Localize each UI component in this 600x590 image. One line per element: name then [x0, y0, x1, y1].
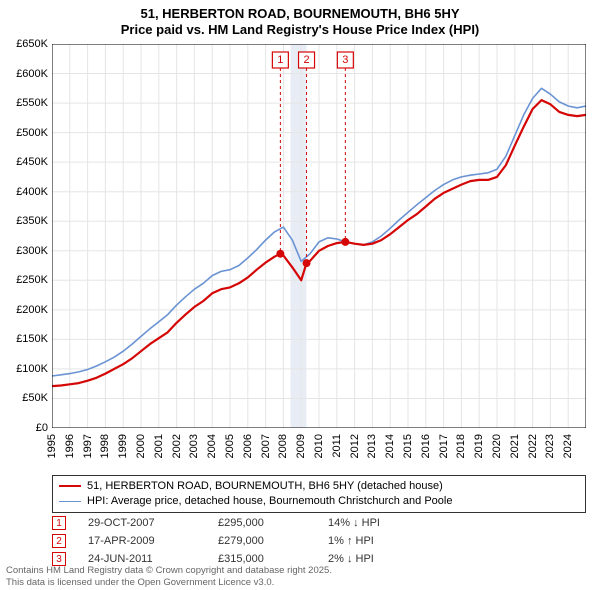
- sale-marker-icon: 3: [52, 552, 66, 566]
- x-tick-label: 2002: [171, 434, 183, 458]
- x-tick-label: 2024: [562, 434, 574, 458]
- plot-area: 1 2 3: [52, 44, 586, 428]
- y-tick-label: £200K: [16, 304, 48, 316]
- x-tick-label: 2010: [313, 434, 325, 458]
- x-tick-label: 2004: [206, 434, 218, 458]
- y-tick-label: £600K: [16, 68, 48, 80]
- x-tick-label: 2022: [527, 434, 539, 458]
- sale-marker-icon: 1: [52, 516, 66, 530]
- sale-row: 2 17-APR-2009£279,0001% ↑ HPI: [52, 532, 448, 550]
- sale-date: 17-APR-2009: [88, 535, 218, 547]
- legend: 51, HERBERTON ROAD, BOURNEMOUTH, BH6 5HY…: [52, 475, 586, 513]
- x-tick-label: 2023: [544, 434, 556, 458]
- x-tick-label: 2000: [135, 434, 147, 458]
- x-tick-label: 2021: [509, 434, 521, 458]
- x-tick-label: 1999: [117, 434, 129, 458]
- legend-swatch-hpi: [59, 501, 81, 502]
- y-tick-label: £0: [36, 422, 48, 434]
- x-tick-label: 1997: [82, 434, 94, 458]
- legend-row-hpi: HPI: Average price, detached house, Bour…: [59, 494, 579, 509]
- sale-price: £295,000: [218, 517, 328, 529]
- sale-price: £315,000: [218, 553, 328, 565]
- sales-table: 1 29-OCT-2007£295,00014% ↓ HPI 2 17-APR-200…: [52, 514, 448, 568]
- x-tick-label: 2008: [277, 434, 289, 458]
- y-tick-label: £150K: [16, 333, 48, 345]
- svg-text:2: 2: [303, 54, 309, 66]
- y-tick-label: £500K: [16, 127, 48, 139]
- x-tick-label: 2012: [349, 434, 361, 458]
- sale-hpi-diff: 14% ↓ HPI: [328, 517, 448, 529]
- svg-text:3: 3: [342, 54, 348, 66]
- sale-row: 1 29-OCT-2007£295,00014% ↓ HPI: [52, 514, 448, 532]
- x-tick-label: 2001: [153, 434, 165, 458]
- y-tick-label: £300K: [16, 245, 48, 257]
- x-tick-label: 2013: [366, 434, 378, 458]
- x-tick-label: 2006: [242, 434, 254, 458]
- x-tick-label: 2003: [188, 434, 200, 458]
- sale-date: 29-OCT-2007: [88, 517, 218, 529]
- x-tick-label: 2009: [295, 434, 307, 458]
- y-tick-label: £550K: [16, 97, 48, 109]
- x-tick-label: 2020: [491, 434, 503, 458]
- legend-swatch-price: [59, 485, 81, 487]
- legend-label-price: 51, HERBERTON ROAD, BOURNEMOUTH, BH6 5HY…: [87, 479, 443, 494]
- legend-label-hpi: HPI: Average price, detached house, Bour…: [87, 494, 452, 509]
- x-tick-label: 2015: [402, 434, 414, 458]
- title-line-1: 51, HERBERTON ROAD, BOURNEMOUTH, BH6 5HY: [0, 6, 600, 22]
- y-tick-label: £650K: [16, 38, 48, 50]
- chart-container: 51, HERBERTON ROAD, BOURNEMOUTH, BH6 5HY…: [0, 0, 600, 590]
- title-line-2: Price paid vs. HM Land Registry's House …: [0, 22, 600, 38]
- x-tick-label: 2016: [420, 434, 432, 458]
- x-tick-label: 1995: [46, 434, 58, 458]
- sale-marker-icon: 2: [52, 534, 66, 548]
- x-tick-label: 1996: [64, 434, 76, 458]
- sale-hpi-diff: 2% ↓ HPI: [328, 553, 448, 565]
- sale-hpi-diff: 1% ↑ HPI: [328, 535, 448, 547]
- sale-price: £279,000: [218, 535, 328, 547]
- y-tick-label: £250K: [16, 274, 48, 286]
- svg-text:1: 1: [277, 54, 283, 66]
- footer-line-2: This data is licensed under the Open Gov…: [6, 577, 332, 588]
- x-tick-label: 2007: [260, 434, 272, 458]
- y-tick-label: £350K: [16, 215, 48, 227]
- title-block: 51, HERBERTON ROAD, BOURNEMOUTH, BH6 5HY…: [0, 0, 600, 39]
- y-tick-label: £450K: [16, 156, 48, 168]
- sale-date: 24-JUN-2011: [88, 553, 218, 565]
- y-tick-label: £100K: [16, 363, 48, 375]
- x-tick-label: 2018: [455, 434, 467, 458]
- legend-row-price: 51, HERBERTON ROAD, BOURNEMOUTH, BH6 5HY…: [59, 479, 579, 494]
- footer-line-1: Contains HM Land Registry data © Crown c…: [6, 565, 332, 576]
- x-tick-label: 2017: [438, 434, 450, 458]
- x-tick-label: 1998: [99, 434, 111, 458]
- chart-svg: 1 2 3: [52, 44, 586, 428]
- x-tick-label: 2005: [224, 434, 236, 458]
- footer: Contains HM Land Registry data © Crown c…: [6, 565, 332, 588]
- y-tick-label: £400K: [16, 186, 48, 198]
- x-tick-label: 2019: [473, 434, 485, 458]
- x-tick-label: 2014: [384, 434, 396, 458]
- x-axis: 1995199619971998199920002001200220032004…: [52, 432, 586, 472]
- y-tick-label: £50K: [22, 392, 48, 404]
- y-axis: £0£50K£100K£150K£200K£250K£300K£350K£400…: [0, 44, 50, 428]
- x-tick-label: 2011: [331, 434, 343, 458]
